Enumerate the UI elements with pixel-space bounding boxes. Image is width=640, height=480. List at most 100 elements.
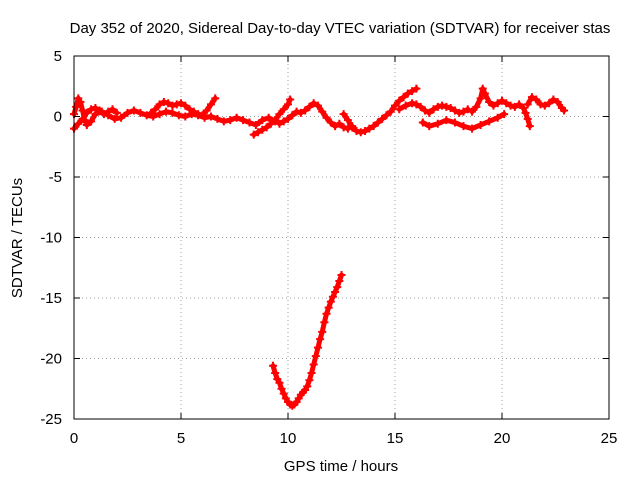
data-point: [162, 107, 171, 116]
data-point: [288, 111, 297, 120]
data-point: [433, 119, 442, 128]
data-point: [305, 376, 314, 385]
data-point: [284, 114, 292, 123]
data-point: [386, 107, 395, 116]
y-tick-label: -15: [40, 290, 62, 307]
data-point: [480, 89, 489, 98]
data-point: [468, 107, 477, 116]
series-4: [275, 99, 357, 133]
data-point: [335, 119, 344, 128]
series-7: [418, 110, 509, 133]
data-point: [296, 108, 305, 117]
data-point: [459, 122, 468, 131]
data-point: [476, 120, 485, 129]
data-point: [159, 97, 168, 106]
data-point: [560, 106, 569, 115]
data-point: [112, 108, 121, 117]
data-point: [429, 105, 438, 114]
data-point: [412, 100, 421, 109]
data-point: [438, 101, 447, 110]
data-point: [136, 108, 145, 117]
data-point: [226, 116, 235, 125]
data-point: [365, 124, 374, 133]
data-point: [271, 369, 280, 378]
data-point: [258, 125, 267, 134]
data-point: [123, 108, 132, 117]
data-point: [519, 104, 528, 113]
data-point: [510, 102, 519, 111]
data-point: [279, 117, 288, 126]
data-point: [373, 118, 382, 127]
data-point: [249, 130, 258, 139]
data-point: [498, 96, 506, 105]
data-point: [76, 97, 85, 106]
data-point: [493, 99, 502, 108]
data-point: [258, 116, 267, 125]
y-tick-label: -20: [40, 351, 62, 368]
series-9: [523, 93, 569, 115]
data-point: [328, 292, 337, 301]
data-point: [286, 95, 295, 104]
data-point: [536, 100, 545, 109]
data-point: [324, 303, 333, 312]
data-point: [463, 105, 472, 114]
data-point: [335, 277, 344, 286]
data-point: [450, 118, 459, 127]
data-point: [352, 127, 361, 136]
y-tick-label: -5: [49, 169, 62, 186]
data-point: [284, 100, 292, 109]
data-point: [401, 101, 410, 110]
data-point: [155, 100, 164, 109]
data-point: [164, 99, 173, 108]
data-point: [311, 352, 320, 361]
data-point: [292, 107, 301, 116]
series-10: [269, 271, 346, 410]
data-point: [476, 94, 485, 103]
data-point: [309, 99, 318, 108]
data-point: [78, 106, 87, 115]
series-8: [468, 84, 534, 131]
data-point: [527, 93, 536, 102]
data-point: [489, 101, 498, 110]
data-point: [279, 389, 288, 398]
data-point: [99, 110, 108, 119]
data-point: [104, 107, 113, 116]
data-point: [269, 361, 278, 370]
data-point: [523, 100, 532, 109]
data-point: [331, 287, 340, 296]
data-point: [412, 84, 421, 93]
data-point: [318, 327, 327, 336]
data-point: [91, 104, 100, 113]
x-tick-label: 0: [70, 430, 78, 447]
data-point: [213, 114, 222, 123]
x-tick-label: 25: [601, 430, 618, 447]
y-axis-label: SDTVAR / TECUs: [9, 178, 26, 298]
data-point: [326, 118, 335, 127]
data-point: [266, 119, 275, 128]
x-axis-ticks: 0 5 10 15 20 25: [70, 56, 618, 447]
data-point: [391, 101, 399, 110]
x-tick-label: 10: [280, 430, 297, 447]
data-point: [485, 117, 494, 126]
data-point: [320, 318, 329, 327]
data-point: [275, 110, 284, 119]
data-point: [251, 120, 260, 129]
data-point: [87, 105, 96, 114]
data-point: [416, 102, 425, 111]
data-point: [326, 297, 335, 306]
data-point: [337, 271, 346, 280]
data-point: [500, 110, 509, 119]
data-point: [74, 119, 83, 128]
data-point: [95, 106, 104, 115]
data-point: [211, 94, 220, 103]
y-tick-label: -25: [40, 411, 62, 428]
data-point: [110, 114, 119, 123]
data-point: [147, 108, 156, 117]
data-point: [322, 309, 331, 318]
data-point: [378, 114, 387, 123]
data-point: [78, 114, 87, 123]
data-point: [420, 106, 429, 115]
data-point: [361, 127, 370, 136]
data-point: [301, 106, 310, 115]
